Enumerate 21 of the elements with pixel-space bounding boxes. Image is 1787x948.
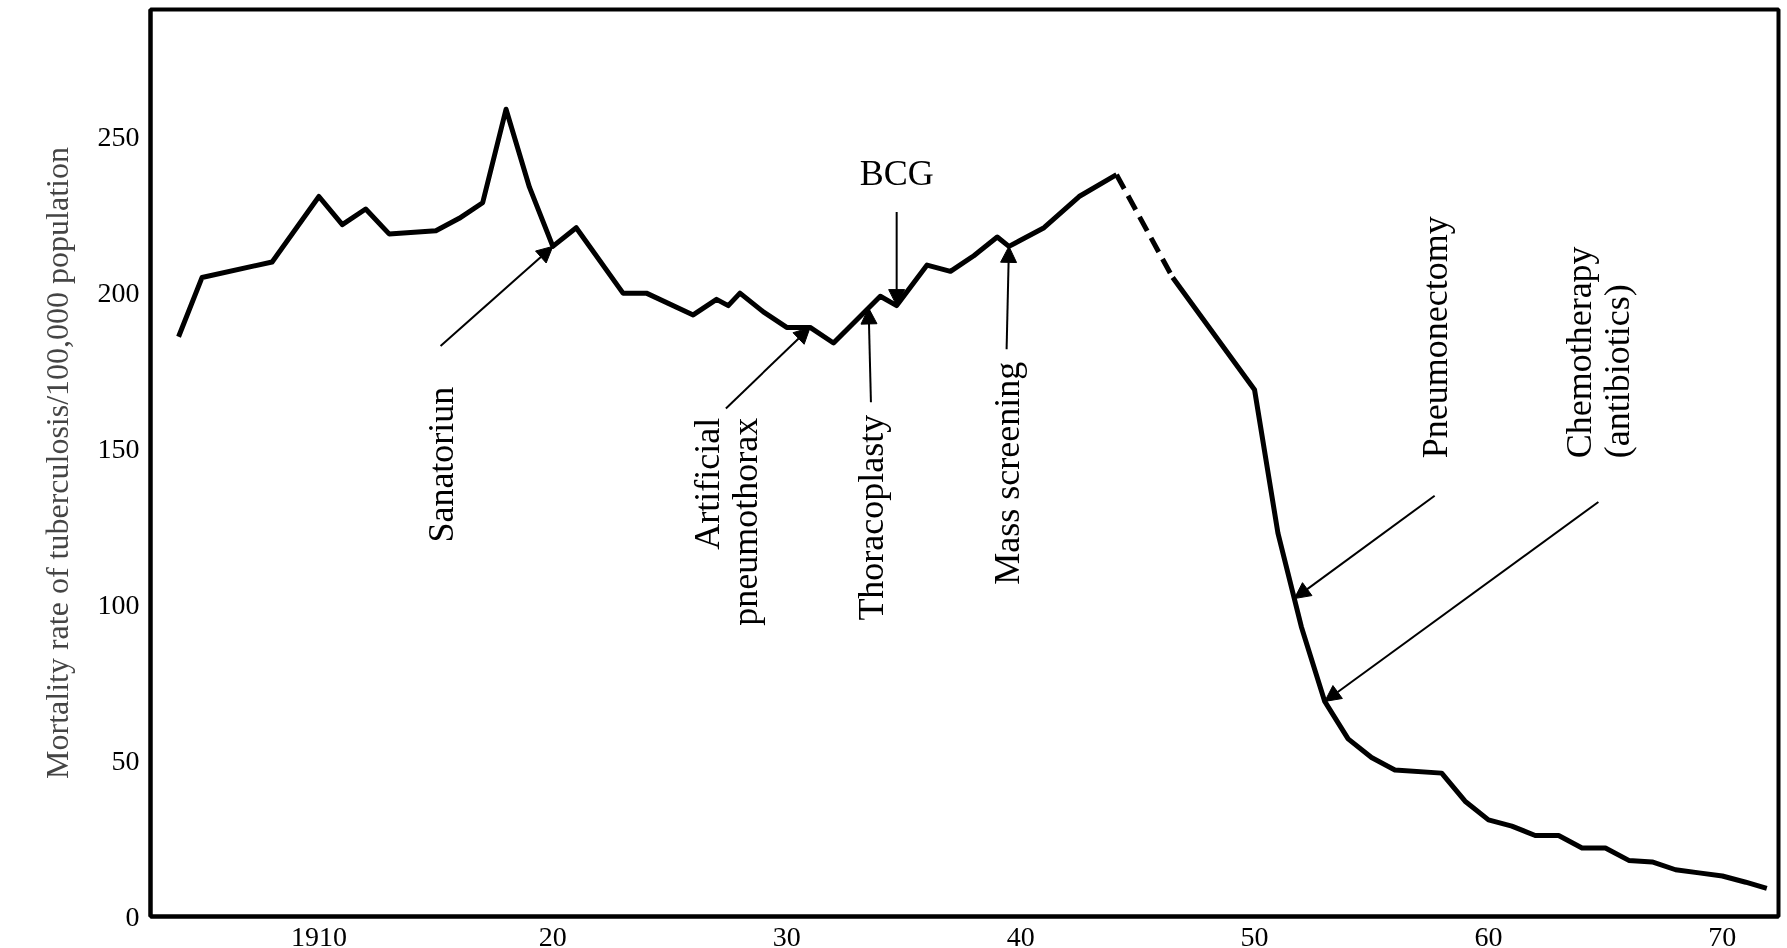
y-tick-label: 150: [97, 432, 140, 464]
x-tick-label: 70: [1708, 920, 1737, 948]
annotation: Artificial pneumothorax: [686, 417, 765, 626]
annotation: Thoracoplasty: [850, 414, 891, 621]
y-tick-label: 50: [111, 744, 140, 776]
y-axis-title: Mortality rate of tuberculosis/100,000 population: [38, 147, 75, 779]
x-tick-label: 1910: [290, 920, 347, 948]
annotation: BCG: [859, 153, 934, 194]
x-tick-label: 20: [538, 920, 567, 948]
annotation: Sanatoriun: [420, 386, 461, 543]
x-tick-label: 60: [1474, 920, 1503, 948]
y-tick-label: 100: [97, 588, 140, 620]
x-tick-label: 50: [1240, 920, 1269, 948]
annotation: Chemotherapy (antibiotics): [1559, 246, 1638, 459]
y-tick-label: 200: [97, 277, 140, 309]
annotation: Mass screening: [986, 361, 1027, 585]
x-tick-label: 40: [1006, 920, 1035, 948]
x-tick-label: 30: [772, 920, 801, 948]
annotation: Pneumonectomy: [1414, 216, 1455, 459]
y-tick-label: 250: [97, 121, 140, 153]
y-tick-label: 0: [125, 900, 140, 932]
